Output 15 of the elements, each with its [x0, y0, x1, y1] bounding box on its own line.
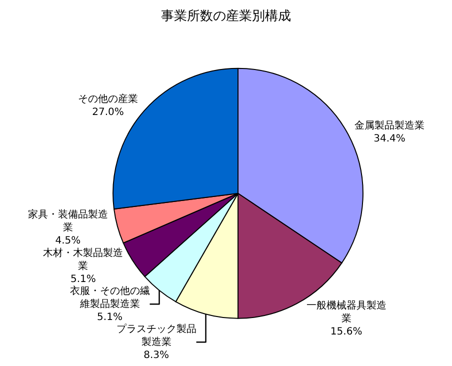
chart-title: 事業所数の産業別構成 — [161, 8, 291, 24]
slice-label: プラスチック製品製造業 — [116, 323, 196, 348]
slice-label: 一般機械器具製造業 — [306, 299, 386, 324]
data-label: 4.5% — [55, 236, 81, 247]
data-label: 5.1% — [70, 274, 96, 286]
slice-label: 家具・装備品製造業 — [28, 208, 108, 234]
data-label: 8.3% — [144, 350, 169, 362]
slice-label: 木材・木製品製造業 — [43, 247, 124, 272]
slice-label: 金属製品製造業 — [354, 119, 424, 132]
data-label: 34.4% — [374, 133, 406, 144]
slice-label: その他の産業 — [78, 92, 138, 105]
data-label: 15.6% — [330, 326, 362, 338]
data-label: 5.1% — [97, 312, 122, 324]
data-label: 27.0% — [92, 106, 124, 118]
slice-label: 衣服・その他の繊維製品製造業 — [70, 285, 150, 310]
